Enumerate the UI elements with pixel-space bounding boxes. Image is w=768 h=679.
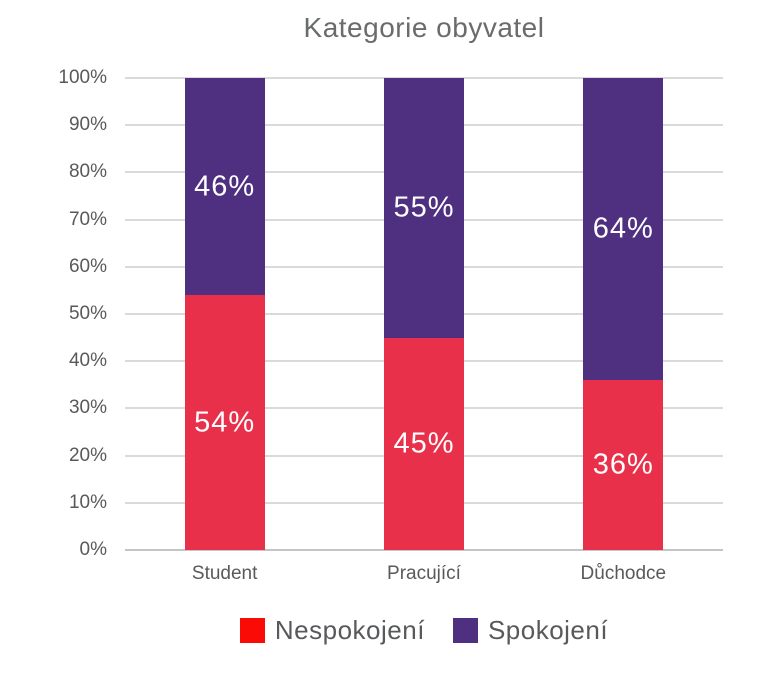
y-axis-tick-label: 100% <box>58 67 107 88</box>
y-axis-tick-label: 40% <box>68 350 107 372</box>
legend-swatch <box>452 617 478 643</box>
x-axis-category-label: Student <box>191 563 258 584</box>
legend-label: Spokojení <box>487 614 609 645</box>
y-axis-tick-label: 0% <box>79 539 107 560</box>
y-axis-tick-label: 80% <box>68 161 107 183</box>
chart-title: Kategorie obyvatel <box>303 12 545 43</box>
x-axis-category-label: Důchodce <box>580 563 667 584</box>
y-axis-tick-label: 60% <box>68 255 107 277</box>
bar-segment <box>583 78 664 381</box>
bar-segment <box>184 295 265 550</box>
legend-label: Nespokojení <box>274 614 425 645</box>
bar-value-label: 45% <box>393 427 455 460</box>
legend-item: Nespokojení <box>239 614 425 646</box>
bar-value-label: 36% <box>592 448 654 481</box>
y-axis-tick-label: 10% <box>68 491 107 513</box>
bar-value-label: 64% <box>592 212 654 245</box>
legend-swatch <box>239 617 265 643</box>
bar-value-label: 55% <box>393 191 455 224</box>
y-axis-tick-label: 50% <box>68 303 107 324</box>
bar-value-label: 46% <box>194 170 256 203</box>
y-axis-tick-label: 20% <box>68 444 107 466</box>
x-axis-line <box>125 549 723 551</box>
bar-segment <box>184 78 265 296</box>
bar-value-label: 54% <box>194 406 256 439</box>
y-axis-tick-label: 70% <box>68 208 107 230</box>
y-axis-tick-label: 90% <box>68 114 107 136</box>
legend: Nespokojení Spokojení <box>125 610 723 650</box>
y-axis-tick-label: 30% <box>68 397 107 419</box>
bar-segment <box>583 380 664 550</box>
bar-segment <box>384 337 464 550</box>
bar-segment <box>384 78 464 338</box>
x-axis-category-label: Pracující <box>387 563 461 584</box>
legend-item: Spokojení <box>452 614 609 646</box>
